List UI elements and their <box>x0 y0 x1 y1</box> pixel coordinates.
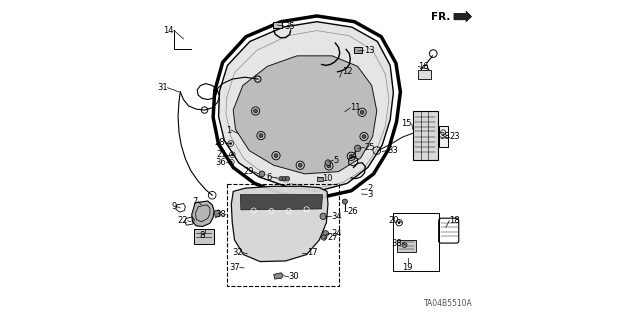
Text: 7: 7 <box>193 197 198 206</box>
Bar <box>397 240 417 252</box>
Polygon shape <box>274 273 284 279</box>
Bar <box>438 126 447 147</box>
Text: 23: 23 <box>449 132 460 141</box>
Bar <box>194 229 214 244</box>
Bar <box>419 70 431 79</box>
Circle shape <box>349 154 353 158</box>
Text: 25: 25 <box>364 143 374 152</box>
Text: 12: 12 <box>342 67 352 76</box>
Circle shape <box>282 176 287 181</box>
Circle shape <box>327 164 331 168</box>
Circle shape <box>323 231 328 236</box>
Circle shape <box>274 154 278 158</box>
Text: 31: 31 <box>157 83 168 92</box>
Text: 3: 3 <box>367 190 372 199</box>
Text: 24: 24 <box>331 229 342 238</box>
Circle shape <box>362 135 366 138</box>
Polygon shape <box>240 195 323 210</box>
Circle shape <box>285 176 290 181</box>
Circle shape <box>259 134 263 137</box>
Circle shape <box>355 145 361 152</box>
Text: FR.: FR. <box>431 11 450 22</box>
Bar <box>317 177 323 181</box>
Text: 26: 26 <box>347 207 358 216</box>
Circle shape <box>342 199 348 204</box>
Circle shape <box>279 176 284 181</box>
Circle shape <box>298 163 302 167</box>
Polygon shape <box>192 201 214 226</box>
Text: 30: 30 <box>289 272 300 281</box>
Text: 2: 2 <box>367 184 372 193</box>
Text: 36: 36 <box>215 158 226 167</box>
Bar <box>393 213 438 271</box>
Text: 11: 11 <box>350 103 361 112</box>
Polygon shape <box>214 210 220 218</box>
Text: 38: 38 <box>215 210 226 219</box>
Text: 16: 16 <box>419 62 429 71</box>
Text: 33: 33 <box>387 146 397 155</box>
Text: 35: 35 <box>284 22 295 31</box>
Text: 5: 5 <box>333 156 339 165</box>
Circle shape <box>402 242 407 248</box>
Text: 4: 4 <box>351 151 356 160</box>
Text: 32: 32 <box>232 248 243 257</box>
Text: 37: 37 <box>229 263 239 272</box>
Text: 28: 28 <box>214 138 225 147</box>
Polygon shape <box>454 11 472 22</box>
Text: 9: 9 <box>172 202 177 211</box>
Text: 13: 13 <box>364 46 374 55</box>
Circle shape <box>231 153 234 156</box>
Text: 1: 1 <box>226 126 231 135</box>
Circle shape <box>360 110 364 114</box>
Polygon shape <box>233 56 377 174</box>
Text: 18: 18 <box>449 216 460 225</box>
Text: 19: 19 <box>403 263 413 272</box>
Text: 14: 14 <box>163 26 174 35</box>
Bar <box>413 111 438 160</box>
Text: 10: 10 <box>323 174 333 182</box>
Bar <box>227 184 339 286</box>
Text: 17: 17 <box>307 248 317 257</box>
Text: 20: 20 <box>388 216 399 225</box>
Text: 22: 22 <box>177 216 188 225</box>
Circle shape <box>253 109 257 113</box>
Polygon shape <box>218 22 394 191</box>
Circle shape <box>325 160 331 166</box>
Text: 38: 38 <box>440 132 451 141</box>
Circle shape <box>229 142 232 145</box>
Polygon shape <box>231 186 328 262</box>
Circle shape <box>230 161 232 163</box>
FancyBboxPatch shape <box>355 47 362 53</box>
Circle shape <box>259 171 265 177</box>
Text: 29: 29 <box>243 167 253 176</box>
Text: 6: 6 <box>266 173 271 182</box>
Text: 34: 34 <box>331 212 342 221</box>
Circle shape <box>320 213 326 219</box>
Bar <box>273 22 282 28</box>
Text: 8: 8 <box>199 231 205 240</box>
Text: TA04B5510A: TA04B5510A <box>424 299 472 308</box>
Circle shape <box>321 235 326 240</box>
Text: 15: 15 <box>401 119 412 128</box>
Circle shape <box>398 221 401 224</box>
Text: 38: 38 <box>392 239 403 248</box>
Text: 27: 27 <box>327 233 338 242</box>
Text: 21: 21 <box>216 150 227 159</box>
